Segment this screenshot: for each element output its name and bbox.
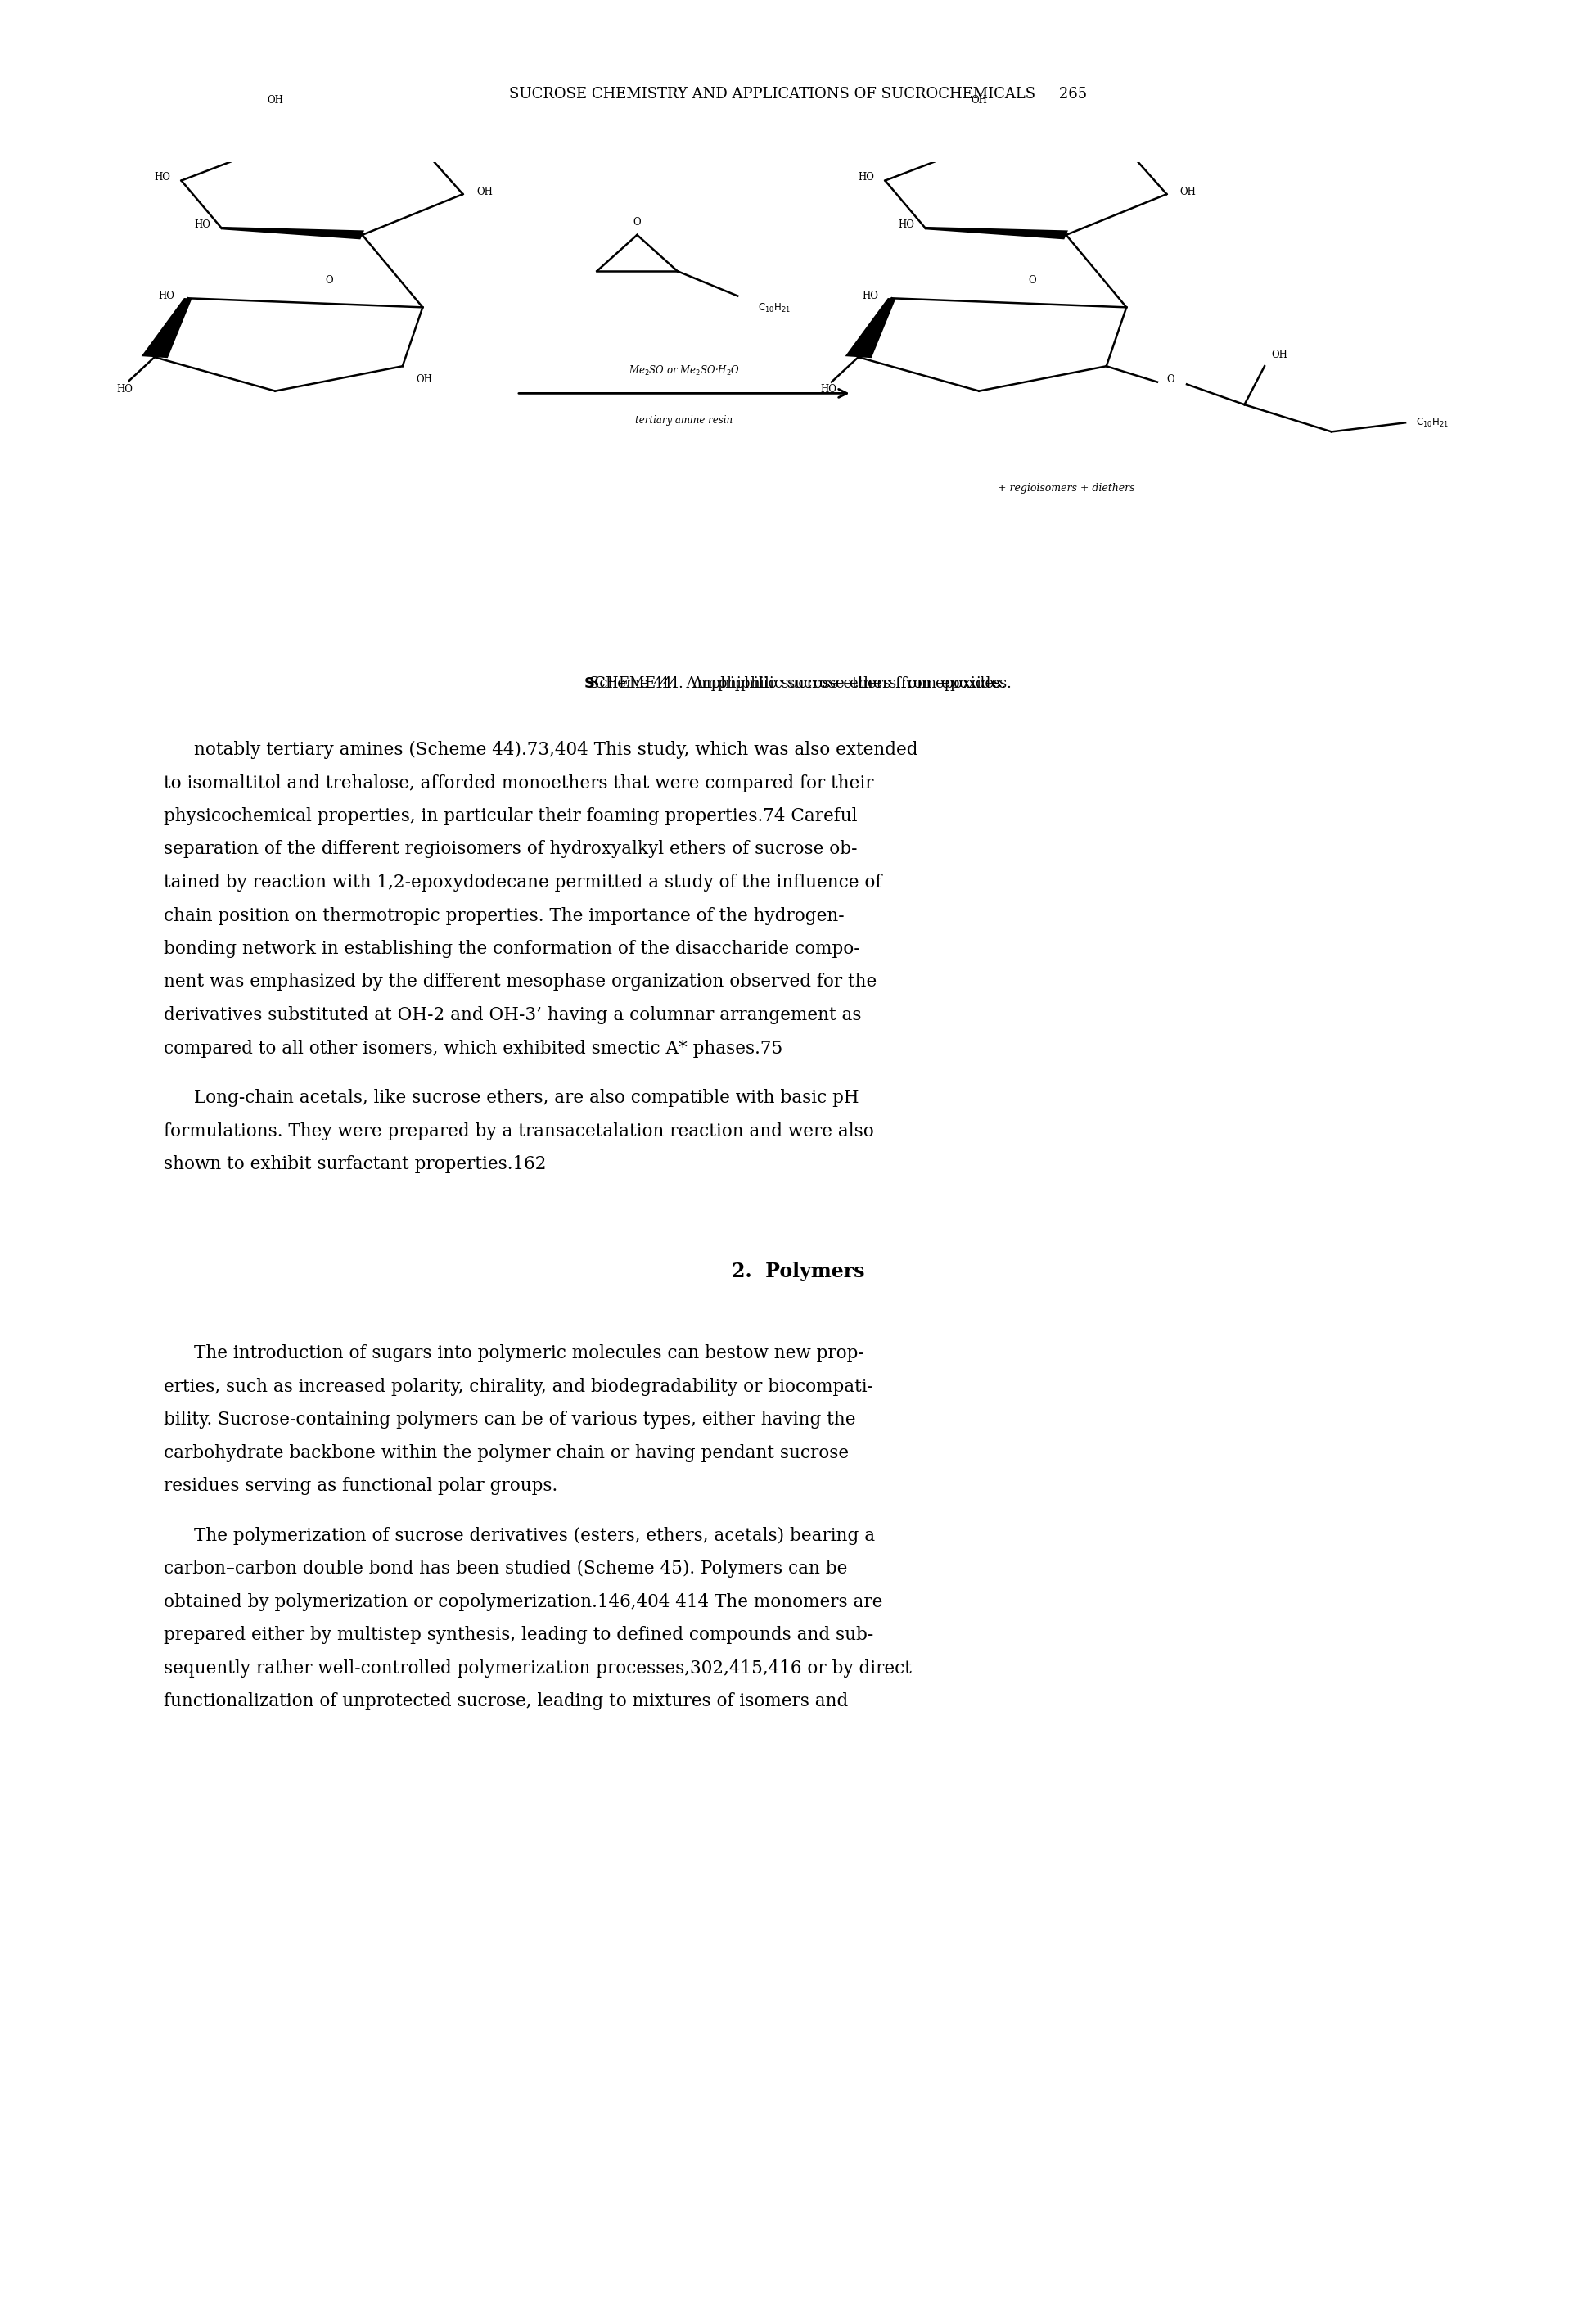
Text: The introduction of sugars into polymeric molecules can bestow new prop-: The introduction of sugars into polymeri… [195, 1344, 863, 1362]
Text: derivatives substituted at OH-2 and OH-3’ having a columnar arrangement as: derivatives substituted at OH-2 and OH-3… [164, 1007, 862, 1024]
Text: HO: HO [859, 172, 875, 183]
Text: prepared either by multistep synthesis, leading to defined compounds and sub-: prepared either by multistep synthesis, … [164, 1627, 873, 1643]
Text: obtained by polymerization or copolymerization.146,404 414 The monomers are: obtained by polymerization or copolymeri… [164, 1592, 883, 1611]
Text: carbon–carbon double bond has been studied (Scheme 45). Polymers can be: carbon–carbon double bond has been studi… [164, 1560, 847, 1578]
Text: OH: OH [970, 95, 986, 107]
Polygon shape [924, 227, 1068, 239]
Text: Me$_2$SO or Me$_2$SO·H$_2$O: Me$_2$SO or Me$_2$SO·H$_2$O [629, 364, 741, 378]
Text: $\mathsf{C_{10}H_{21}}$: $\mathsf{C_{10}H_{21}}$ [1416, 415, 1449, 429]
Text: bility. Sucrose-containing polymers can be of various types, either having the: bility. Sucrose-containing polymers can … [164, 1411, 855, 1430]
Text: erties, such as increased polarity, chirality, and biodegradability or biocompat: erties, such as increased polarity, chir… [164, 1379, 873, 1395]
Text: O: O [634, 216, 642, 227]
Text: bonding network in establishing the conformation of the disaccharide compo-: bonding network in establishing the conf… [164, 940, 860, 959]
Text: HO: HO [155, 172, 171, 183]
Text: tertiary amine resin: tertiary amine resin [635, 415, 733, 425]
Text: compared to all other isomers, which exhibited smectic A* phases.75: compared to all other isomers, which exh… [164, 1040, 782, 1058]
Text: Long-chain acetals, like sucrose ethers, are also compatible with basic pH: Long-chain acetals, like sucrose ethers,… [195, 1089, 859, 1107]
Text: O: O [1029, 274, 1036, 285]
Text: shown to exhibit surfactant properties.162: shown to exhibit surfactant properties.1… [164, 1156, 546, 1174]
Polygon shape [220, 227, 364, 239]
Text: notably tertiary amines (Scheme 44).73,404 This study, which was also extended: notably tertiary amines (Scheme 44).73,4… [195, 740, 918, 759]
Text: to isomaltitol and trehalose, afforded monoethers that were compared for their: to isomaltitol and trehalose, afforded m… [164, 775, 873, 791]
Text: OH: OH [417, 374, 433, 385]
Text: OH: OH [476, 186, 493, 197]
Text: OH: OH [267, 95, 282, 107]
Text: HO: HO [862, 290, 878, 302]
Text: physicochemical properties, in particular their foaming properties.74 Careful: physicochemical properties, in particula… [164, 808, 857, 826]
Text: O: O [1167, 374, 1175, 385]
Text: Scheme 44.  Amphiphilic sucrose ethers from epoxides.: Scheme 44. Amphiphilic sucrose ethers fr… [589, 675, 1007, 692]
Text: OH: OH [1179, 186, 1197, 197]
Text: HO: HO [820, 385, 836, 395]
Text: $\mathsf{C_{10}H_{21}}$: $\mathsf{C_{10}H_{21}}$ [758, 302, 790, 313]
Polygon shape [142, 297, 192, 357]
Text: chain position on thermotropic properties. The importance of the hydrogen-: chain position on thermotropic propertie… [164, 908, 844, 924]
Text: tained by reaction with 1,2-epoxydodecane permitted a study of the influence of: tained by reaction with 1,2-epoxydodecan… [164, 873, 881, 891]
Text: 2.  Polymers: 2. Polymers [731, 1263, 865, 1281]
Text: HO: HO [117, 385, 132, 395]
Text: SUCROSE CHEMISTRY AND APPLICATIONS OF SUCROCHEMICALS     265: SUCROSE CHEMISTRY AND APPLICATIONS OF SU… [509, 86, 1087, 102]
Text: sequently rather well-controlled polymerization processes,302,415,416 or by dire: sequently rather well-controlled polymer… [164, 1660, 911, 1678]
Text: HO: HO [899, 218, 915, 230]
Text: nent was emphasized by the different mesophase organization observed for the: nent was emphasized by the different mes… [164, 972, 876, 991]
Text: + regioisomers + diethers: + regioisomers + diethers [998, 483, 1135, 494]
Text: residues serving as functional polar groups.: residues serving as functional polar gro… [164, 1476, 557, 1495]
Text: HO: HO [195, 218, 211, 230]
Text: $\mathbf{S}$CHEME 44.  Amphiphilic sucrose ethers from epoxides.: $\mathbf{S}$CHEME 44. Amphiphilic sucros… [584, 675, 1012, 692]
Text: The polymerization of sucrose derivatives (esters, ethers, acetals) bearing a: The polymerization of sucrose derivative… [195, 1527, 875, 1546]
Polygon shape [846, 297, 895, 357]
Text: O: O [326, 274, 332, 285]
Text: separation of the different regioisomers of hydroxyalkyl ethers of sucrose ob-: separation of the different regioisomers… [164, 840, 857, 859]
Text: functionalization of unprotected sucrose, leading to mixtures of isomers and: functionalization of unprotected sucrose… [164, 1692, 847, 1711]
Text: OH: OH [1272, 350, 1288, 360]
Text: formulations. They were prepared by a transacetalation reaction and were also: formulations. They were prepared by a tr… [164, 1123, 875, 1140]
Text: HO: HO [158, 290, 174, 302]
Text: carbohydrate backbone within the polymer chain or having pendant sucrose: carbohydrate backbone within the polymer… [164, 1444, 849, 1462]
